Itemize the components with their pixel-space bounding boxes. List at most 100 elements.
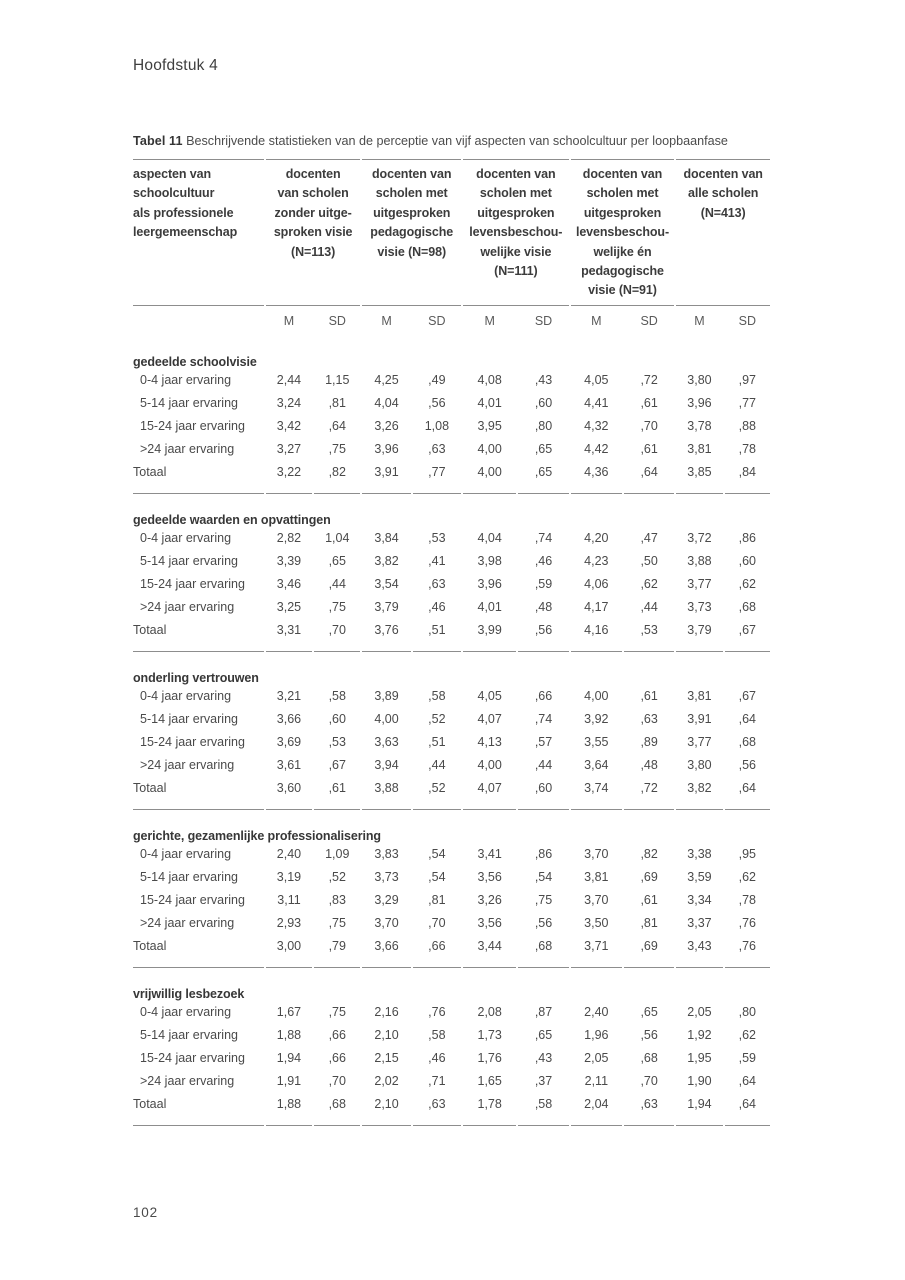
cell-sd: ,70	[314, 619, 361, 652]
cell-sd: ,44	[328, 577, 346, 592]
cell-sd: ,54	[428, 847, 446, 862]
cell-sd: ,63	[412, 1093, 462, 1126]
cell-sd: ,60	[534, 396, 553, 411]
row-label: 5-14 jaar ervaring	[140, 554, 238, 569]
cell-sd: ,52	[328, 870, 346, 885]
row-label: 0-4 jaar ervaring	[140, 373, 232, 388]
cell-mean: 3,29	[374, 893, 399, 908]
cell-mean: 3,98	[477, 554, 502, 569]
cell-sd: ,61	[640, 689, 658, 704]
cell-sd: ,46	[534, 554, 553, 569]
table-row: >24 jaar ervaring 1,91 ,70 2,02 ,71 1,65 ,37 2,…	[133, 1070, 770, 1093]
stat-label-m-group1: M	[283, 313, 295, 328]
cell-sd: ,56	[738, 758, 756, 773]
row-label: 15-24 jaar ervaring	[140, 893, 245, 908]
cell-mean: 1,88	[276, 1028, 302, 1043]
cell-sd: ,61	[640, 442, 658, 457]
section-title: gedeelde schoolvisie	[133, 354, 257, 369]
cell-mean: 1,91	[276, 1074, 302, 1089]
cell-mean: 4,16	[570, 619, 622, 652]
cell-sd: ,75	[328, 600, 346, 615]
row-label: >24 jaar ervaring	[140, 916, 235, 931]
stat-label-spacer	[133, 306, 264, 336]
cell-mean: 2,40	[584, 1005, 609, 1020]
row-label: >24 jaar ervaring	[140, 758, 235, 773]
cell-mean: 3,92	[584, 712, 609, 727]
section-header-row: onderling vertrouwen	[133, 652, 770, 685]
cell-sd: ,89	[640, 735, 658, 750]
table-row: Totaal 3,22,82 3,91,77 4,00,65 4,36,64 3,85,8…	[133, 461, 770, 494]
cell-mean: 3,39	[276, 554, 302, 569]
table-row: 0-4 jaar ervaring 2,40 1,09 3,83 ,54 3,41 ,86 3…	[133, 843, 770, 866]
cell-mean: 3,59	[687, 870, 712, 885]
cell-sd: ,58	[328, 689, 346, 704]
cell-mean: 4,42	[584, 442, 609, 457]
cell-sd: ,58	[428, 1028, 446, 1043]
cell-mean: 1,90	[687, 1074, 712, 1089]
group-header-2: docenten van scholen met uitgesproken pe…	[362, 159, 462, 306]
cell-mean: 3,66	[276, 712, 302, 727]
cell-mean: 3,56	[477, 916, 502, 931]
table-row: >24 jaar ervaring 3,27 ,75 3,96 ,63 4,00 ,65 4,…	[133, 438, 770, 461]
cell-sd: ,66	[328, 1051, 346, 1066]
cell-mean: 2,10	[374, 1028, 399, 1043]
cell-mean: 3,50	[584, 916, 609, 931]
statistics-table: aspecten van schoolcultuur als professio…	[131, 159, 772, 1126]
cell-mean: 2,93	[276, 916, 302, 931]
cell-mean: 3,73	[374, 870, 399, 885]
cell-mean: 3,66	[362, 935, 411, 968]
cell-mean: 2,05	[584, 1051, 609, 1066]
cell-sd: ,70	[428, 916, 446, 931]
cell-mean: 3,00	[265, 935, 313, 968]
section-title: onderling vertrouwen	[133, 670, 259, 685]
cell-mean: 3,60	[265, 777, 313, 810]
cell-mean: 3,80	[687, 758, 712, 773]
cell-sd: ,65	[534, 442, 553, 457]
cell-mean: 2,44	[276, 373, 302, 388]
cell-sd: ,78	[738, 893, 756, 908]
table-row: 5-14 jaar ervaring 3,66 ,60 4,00 ,52 4,07 ,74 3…	[133, 708, 770, 731]
cell-mean: 4,00	[584, 689, 609, 704]
group-header-3: docenten van scholen met uitgesproken le…	[463, 159, 569, 306]
cell-mean: 3,71	[570, 935, 622, 968]
cell-sd: ,71	[428, 1074, 446, 1089]
cell-mean: 1,94	[676, 1093, 723, 1126]
cell-sd: ,75	[328, 916, 346, 931]
row-label: 5-14 jaar ervaring	[140, 870, 238, 885]
cell-sd: ,53	[428, 531, 446, 546]
cell-mean: 3,38	[687, 847, 712, 862]
cell-sd: ,67	[724, 619, 770, 652]
cell-sd: ,52	[428, 712, 446, 727]
stat-label-sd-group4: SD	[640, 313, 658, 328]
cell-sd: ,59	[534, 577, 553, 592]
cell-mean: 3,24	[276, 396, 302, 411]
cell-mean: 3,63	[374, 735, 399, 750]
cell-sd: ,60	[518, 777, 569, 810]
stat-label-m-group2: M	[381, 313, 392, 328]
cell-sd: ,49	[428, 373, 446, 388]
cell-sd: 1,15	[325, 373, 350, 388]
cell-sd: ,72	[623, 777, 675, 810]
cell-sd: ,79	[314, 935, 361, 968]
cell-sd: ,41	[428, 554, 446, 569]
table-row: Totaal 1,88,68 2,10,63 1,78,58 2,04,63 1,94,6…	[133, 1093, 770, 1126]
stat-label-m-group5: M	[694, 313, 705, 328]
row-label: >24 jaar ervaring	[140, 442, 235, 457]
table-row: 15-24 jaar ervaring 3,11 ,83 3,29 ,81 3,26 ,75…	[133, 889, 770, 912]
cell-sd: ,64	[738, 1074, 756, 1089]
cell-sd: ,78	[738, 442, 756, 457]
cell-mean: 3,31	[265, 619, 313, 652]
cell-sd: ,62	[738, 1028, 756, 1043]
stat-label-m-group3: M	[484, 313, 495, 328]
cell-sd: ,65	[534, 1028, 553, 1043]
row-header: aspecten van schoolcultuur als professio…	[133, 159, 264, 306]
cell-sd: ,69	[623, 935, 675, 968]
row-label: Totaal	[133, 1093, 264, 1126]
cell-sd: ,58	[518, 1093, 569, 1126]
cell-sd: ,53	[328, 735, 346, 750]
cell-sd: ,63	[428, 577, 446, 592]
cell-sd: ,46	[428, 600, 446, 615]
cell-mean: 4,01	[477, 600, 502, 615]
section-title: vrijwillig lesbezoek	[133, 986, 245, 1001]
